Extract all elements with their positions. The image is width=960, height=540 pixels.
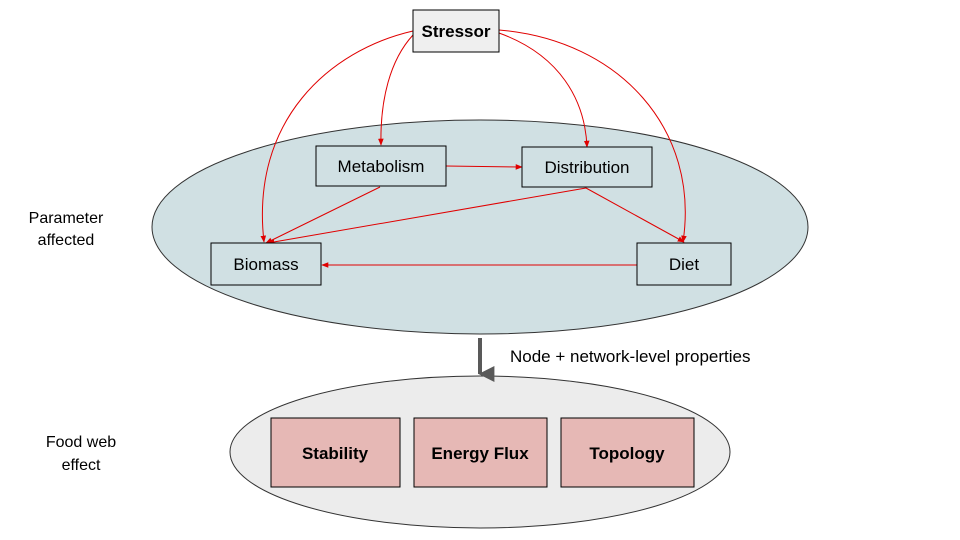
arrow-distribution-diet xyxy=(585,187,685,243)
energy-flux-label: Energy Flux xyxy=(431,444,529,463)
foodweb-label-line2: effect xyxy=(62,457,101,474)
biomass-label: Biomass xyxy=(233,255,298,274)
arrow-stressor-diet xyxy=(498,29,687,243)
parameter-ellipse xyxy=(151,119,809,335)
stability-node: Stability xyxy=(270,417,401,488)
stability-label: Stability xyxy=(302,444,369,463)
topology-label: Topology xyxy=(589,444,665,463)
parameter-label-line1: Parameter xyxy=(29,210,104,227)
metabolism-label: Metabolism xyxy=(338,157,425,176)
stressor-arrows xyxy=(260,29,687,268)
metabolism-node: Metabolism xyxy=(315,145,447,187)
transition-label: Node + network-level properties xyxy=(510,347,750,366)
arrow-stressor-distribution xyxy=(498,32,590,148)
stressor-node: Stressor xyxy=(412,9,500,53)
distribution-node: Distribution xyxy=(521,146,653,188)
parameter-label-line2: affected xyxy=(38,232,95,249)
distribution-label: Distribution xyxy=(544,158,629,177)
arrow-metabolism-biomass xyxy=(265,186,381,244)
stressor-label: Stressor xyxy=(422,22,491,41)
energy-flux-node: Energy Flux xyxy=(413,417,548,488)
topology-node: Topology xyxy=(560,417,695,488)
diet-label: Diet xyxy=(669,255,700,274)
arrow-distribution-biomass xyxy=(267,187,587,245)
biomass-node: Biomass xyxy=(210,242,322,286)
arrow-stressor-biomass xyxy=(260,30,414,243)
arrow-stressor-metabolism xyxy=(378,34,414,146)
arrow-metabolism-distribution xyxy=(445,164,523,170)
diet-node: Diet xyxy=(636,242,732,286)
foodweb-label-line1: Food web xyxy=(46,434,116,451)
